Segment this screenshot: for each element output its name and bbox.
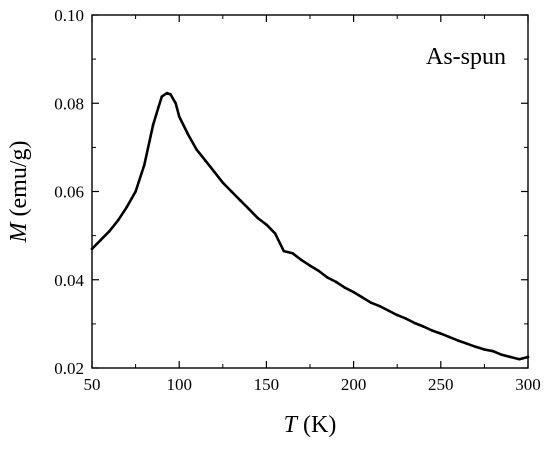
data-point xyxy=(299,258,303,262)
data-point xyxy=(177,115,181,118)
data-point xyxy=(517,357,521,361)
data-point xyxy=(491,349,495,353)
data-point xyxy=(291,251,294,255)
y-tick-label: 0.04 xyxy=(54,271,84,290)
data-point xyxy=(256,216,259,220)
x-axis-symbol: T xyxy=(284,412,299,438)
y-tick-label: 0.06 xyxy=(54,183,84,202)
data-point xyxy=(273,232,277,235)
data-point xyxy=(439,332,443,335)
x-tick-label: 300 xyxy=(515,375,541,394)
data-point xyxy=(343,286,347,289)
data-point xyxy=(474,345,477,349)
data-point xyxy=(509,355,512,359)
series-line xyxy=(90,91,530,361)
series-points xyxy=(90,91,530,361)
data-point xyxy=(352,290,355,294)
y-tick-label: 0.10 xyxy=(54,6,84,25)
data-point xyxy=(116,218,120,222)
data-point xyxy=(483,348,486,351)
data-point xyxy=(169,93,172,96)
y-axis-unit: (emu/g) xyxy=(6,141,32,223)
data-point xyxy=(238,199,242,202)
data-point xyxy=(151,124,155,127)
y-tick-label: 0.02 xyxy=(54,359,84,378)
data-point xyxy=(378,304,382,308)
data-point xyxy=(165,91,169,95)
data-point xyxy=(369,301,373,304)
data-point xyxy=(448,335,451,339)
y-axis-symbol: M xyxy=(6,220,32,243)
data-point xyxy=(387,309,390,312)
data-point xyxy=(317,269,321,273)
data-point xyxy=(204,159,207,162)
x-tick-label: 250 xyxy=(428,375,454,394)
data-point xyxy=(500,353,504,357)
data-point xyxy=(326,276,329,279)
data-point xyxy=(422,325,425,328)
data-point xyxy=(247,207,251,211)
x-axis-label: T (K) xyxy=(284,412,337,438)
data-point xyxy=(361,296,364,299)
y-axis-label: M (emu/g) xyxy=(6,141,32,244)
plot-frame xyxy=(91,14,529,369)
data-point xyxy=(108,229,111,233)
data-point xyxy=(143,163,146,167)
data-point xyxy=(465,342,469,346)
data-point xyxy=(212,170,216,173)
data-point xyxy=(160,95,164,98)
data-point xyxy=(99,238,103,242)
data-point xyxy=(413,321,416,325)
data-point xyxy=(125,205,129,209)
data-point xyxy=(456,339,460,342)
annotation-as-spun: As-spun xyxy=(426,44,506,70)
x-tick-label: 50 xyxy=(84,375,101,394)
data-point xyxy=(404,317,408,320)
data-point xyxy=(174,101,178,105)
data-point xyxy=(308,264,312,267)
x-tick-label: 150 xyxy=(254,375,280,394)
data-point xyxy=(186,132,190,136)
data-point xyxy=(265,223,268,226)
data-point xyxy=(156,106,160,109)
data-point xyxy=(334,280,338,284)
data-point xyxy=(221,181,225,184)
y-tick-label: 0.08 xyxy=(54,94,84,113)
x-axis-ticks: 50 100 150 200 250 300 xyxy=(84,15,541,394)
data-point xyxy=(282,249,286,253)
data-point xyxy=(430,329,434,332)
data-point xyxy=(230,190,233,193)
data-point xyxy=(195,148,198,151)
data-point xyxy=(395,313,399,317)
x-tick-label: 100 xyxy=(166,375,192,394)
x-tick-label: 200 xyxy=(341,375,367,394)
data-point xyxy=(134,190,137,193)
x-axis-unit: (K) xyxy=(297,412,336,438)
